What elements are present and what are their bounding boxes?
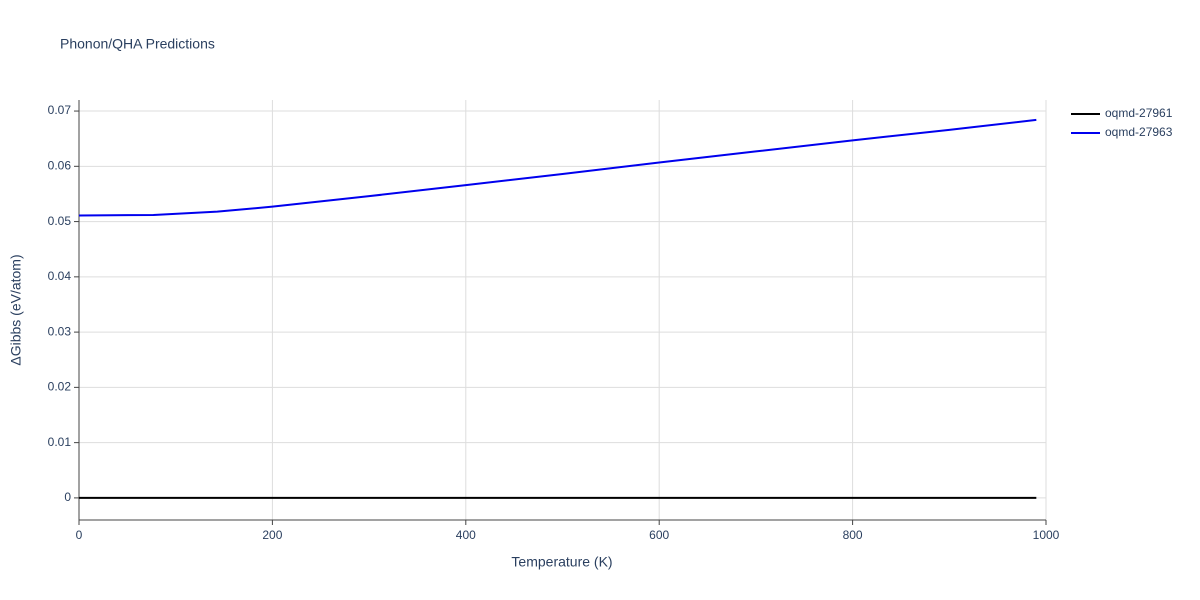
x-tick-label: 200 — [262, 528, 282, 542]
y-tick-label: 0.02 — [48, 380, 72, 394]
x-tick-label: 400 — [456, 528, 476, 542]
y-axis-title: ΔGibbs (eV/atom) — [8, 254, 24, 365]
y-tick-label: 0.01 — [48, 435, 72, 449]
y-tick-label: 0.06 — [48, 158, 72, 172]
y-tick-label: 0.05 — [48, 214, 72, 228]
y-tick-label: 0 — [64, 490, 71, 504]
x-tick-label: 0 — [76, 528, 83, 542]
legend-label: oqmd-27963 — [1105, 125, 1173, 139]
y-tick-label: 0.07 — [48, 103, 72, 117]
x-axis-title: Temperature (K) — [511, 554, 612, 570]
series-line — [78, 118, 1037, 217]
chart-title: Phonon/QHA Predictions — [60, 36, 215, 52]
y-tick-label: 0.03 — [48, 324, 72, 338]
x-tick-label: 600 — [649, 528, 669, 542]
y-tick-label: 0.04 — [48, 269, 72, 283]
x-tick-label: 1000 — [1033, 528, 1060, 542]
x-tick-label: 800 — [843, 528, 863, 542]
legend-label: oqmd-27961 — [1105, 106, 1173, 120]
